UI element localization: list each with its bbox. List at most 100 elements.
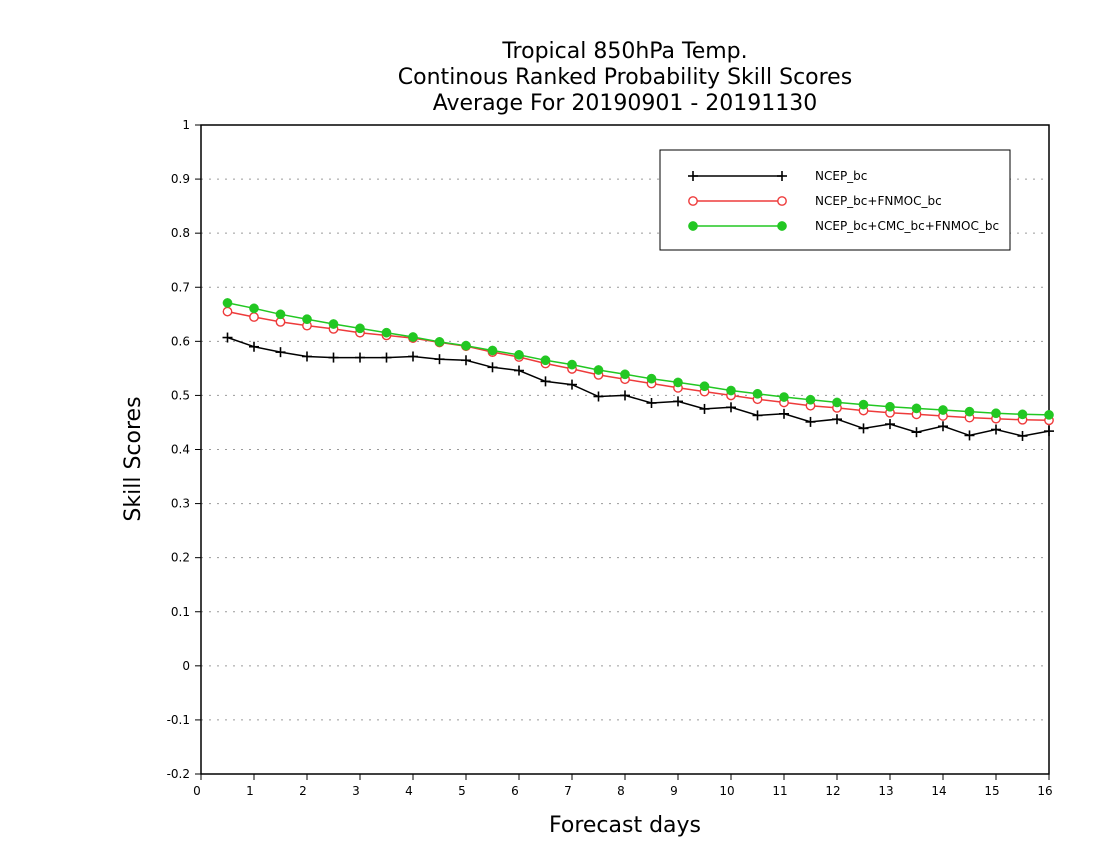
x-tick-label: 1 [246, 784, 254, 798]
data-point-0 [964, 430, 975, 441]
plot-frame [200, 124, 1050, 775]
x-tick-label: 8 [617, 784, 625, 798]
y-tick-label: 0.6 [171, 334, 190, 348]
legend-marker-2 [777, 221, 787, 231]
legend-box [659, 149, 1011, 251]
data-point-2 [620, 369, 630, 380]
data-point-0 [381, 352, 392, 363]
data-point-0 [275, 347, 286, 358]
legend: NCEP_bc NCEP_bc+FNMOC_bc NCEP_bc+CMC_bc+FN… [659, 149, 1011, 251]
x-tick-label: 15 [984, 784, 999, 798]
data-point-2 [249, 303, 259, 314]
data-point-1 [249, 312, 259, 322]
data-point-0 [355, 352, 365, 363]
data-point-2 [487, 345, 498, 356]
data-point-2 [593, 365, 604, 375]
x-tick-label: 0 [193, 784, 201, 798]
data-point-2 [222, 298, 233, 308]
data-point-0 [593, 391, 604, 402]
axes: -0.2-0.100.10.20.30.40.50.60.70.80.910 1 2… [167, 118, 1053, 798]
data-point-2 [699, 381, 710, 392]
title-line-2: Continous Ranked Probability Skill Score… [398, 65, 852, 90]
data-point-0 [726, 402, 736, 413]
data-point-2 [567, 359, 577, 370]
data-point-2 [726, 385, 736, 396]
legend-marker-2 [688, 221, 698, 231]
x-tick-label: 7 [564, 784, 572, 798]
data-point-2 [673, 377, 683, 388]
data-point-0 [514, 365, 524, 376]
data-point-2 [832, 397, 842, 408]
data-point-0 [1017, 430, 1028, 441]
data-point-0 [249, 341, 259, 352]
data-point-2 [461, 340, 471, 351]
data-point-0 [461, 355, 471, 366]
data-point-2 [434, 337, 445, 347]
title-line-3: Average For 20190901 - 20191130 [433, 91, 818, 116]
legend-label-2: NCEP_bc+CMC_bc+FNMOC_bc [815, 219, 999, 233]
data-point-2 [328, 319, 339, 329]
series-0 [222, 332, 1054, 441]
y-tick-label: 0.9 [171, 172, 190, 186]
data-point-0 [222, 332, 233, 343]
data-point-0 [752, 410, 763, 421]
legend-label-1: NCEP_bc+FNMOC_bc [815, 194, 942, 208]
data-point-2 [752, 388, 763, 399]
x-tick-label: 14 [931, 784, 946, 798]
data-point-0 [620, 390, 630, 401]
x-axis-label: Forecast days [549, 813, 701, 838]
legend-marker-1 [777, 196, 787, 206]
y-tick-label: -0.2 [167, 767, 190, 781]
data-point-0 [487, 362, 498, 373]
series-line-1 [227, 310, 1050, 422]
y-tick-label: 0.5 [171, 388, 190, 402]
data-point-2 [805, 394, 816, 405]
y-tick-label: -0.1 [167, 713, 190, 727]
data-point-0 [540, 376, 551, 387]
legend-marker-0 [777, 171, 787, 181]
y-tick-label: 0.7 [171, 280, 190, 294]
data-point-0 [991, 424, 1001, 435]
x-tick-label: 2 [299, 784, 307, 798]
y-tick-label: 0.1 [171, 605, 190, 619]
data-point-2 [381, 327, 392, 338]
series-line-2 [227, 302, 1050, 416]
data-point-2 [514, 350, 524, 360]
legend-marker-1 [688, 196, 698, 206]
data-point-2 [779, 392, 789, 402]
y-tick-label: 0 [182, 659, 190, 673]
y-tick-label: 1 [182, 118, 190, 132]
data-point-2 [275, 309, 286, 320]
data-point-0 [302, 351, 312, 362]
series-line-0 [227, 336, 1050, 437]
data-point-2 [911, 403, 922, 414]
y-tick-label: 0.2 [171, 551, 190, 565]
series [222, 298, 1054, 441]
data-point-2 [302, 314, 312, 325]
x-tick-label: 10 [719, 784, 734, 798]
title-line-1: Tropical 850hPa Temp. [501, 39, 747, 64]
data-point-0 [832, 414, 842, 425]
data-point-2 [1017, 409, 1028, 420]
data-point-2 [964, 406, 975, 417]
y-tick-label: 0.8 [171, 226, 190, 240]
data-point-0 [673, 396, 683, 407]
data-point-0 [328, 352, 339, 363]
data-point-2 [540, 355, 551, 366]
data-point-2 [858, 399, 869, 410]
series-1 [222, 306, 1054, 426]
data-point-0 [1044, 426, 1054, 437]
data-point-0 [646, 397, 657, 408]
legend-label-0: NCEP_bc [815, 169, 867, 183]
y-axis-label: Skill Scores [121, 396, 146, 521]
y-tick-label: 0.4 [171, 443, 190, 457]
data-point-0 [408, 351, 418, 362]
data-point-2 [991, 408, 1001, 419]
data-point-2 [408, 332, 418, 342]
data-point-2 [355, 323, 365, 334]
data-point-0 [885, 419, 895, 430]
data-point-0 [699, 403, 710, 414]
data-point-2 [646, 373, 657, 384]
x-tick-label: 4 [405, 784, 413, 798]
